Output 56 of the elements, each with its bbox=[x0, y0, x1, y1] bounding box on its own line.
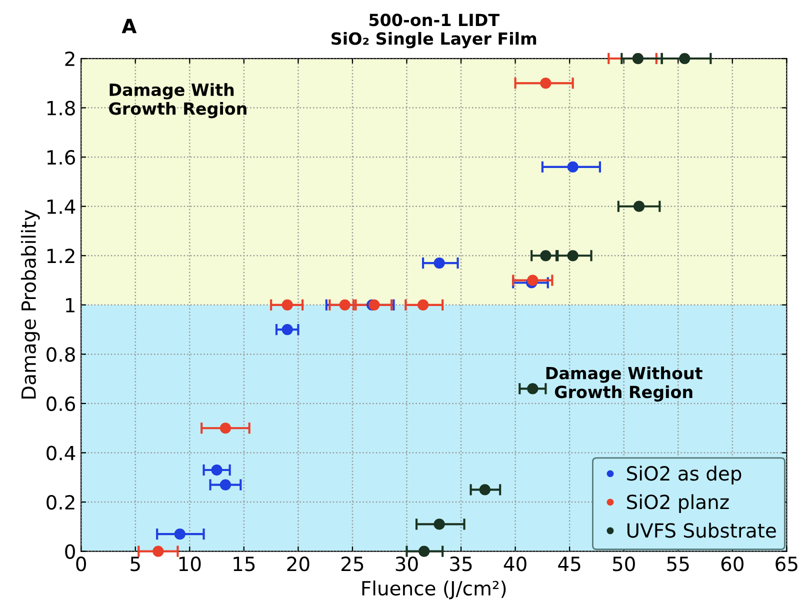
x-tick-label: 0 bbox=[76, 556, 86, 572]
point bbox=[152, 546, 164, 557]
point bbox=[418, 546, 430, 557]
y-tick-label: 0 bbox=[65, 544, 75, 559]
x-tick-label: 15 bbox=[234, 556, 255, 572]
x-tick-label: 40 bbox=[504, 556, 526, 572]
x-tick-label: 35 bbox=[450, 556, 472, 572]
point bbox=[679, 52, 690, 64]
y-tick-label: 0.6 bbox=[46, 396, 76, 412]
point bbox=[220, 479, 232, 490]
point bbox=[417, 299, 429, 310]
point bbox=[211, 464, 222, 476]
point bbox=[540, 78, 552, 89]
band-label: Damage Without Growth Region bbox=[546, 366, 702, 402]
y-tick-label: 1.2 bbox=[47, 248, 74, 264]
y-tick-label: 0.2 bbox=[46, 494, 74, 510]
x-tick-label: 30 bbox=[396, 556, 418, 572]
point bbox=[282, 324, 293, 336]
y-tick-label: 1.6 bbox=[47, 150, 76, 165]
point bbox=[540, 250, 552, 262]
x-tick-label: 20 bbox=[287, 556, 310, 572]
point bbox=[567, 250, 578, 262]
x-tick-label: 10 bbox=[179, 556, 201, 572]
y-tick-label: 0.4 bbox=[46, 446, 76, 460]
point bbox=[434, 518, 445, 530]
point bbox=[368, 299, 380, 310]
y-tick-label: 1 bbox=[66, 298, 74, 312]
x-tick-label: 50 bbox=[612, 556, 635, 572]
x-tick-label: 45 bbox=[558, 556, 580, 572]
chart-title: 500-on-1 LIDT SiO₂ Single Layer Film bbox=[332, 14, 536, 48]
point bbox=[633, 200, 645, 212]
point bbox=[479, 484, 490, 496]
legend-label: UVFS Substrate bbox=[627, 522, 776, 538]
legend-label: SiO2 planz bbox=[627, 494, 729, 514]
x-tick-label: 65 bbox=[776, 556, 798, 572]
y-tick-label: 1.8 bbox=[47, 100, 75, 116]
x-tick-label: 25 bbox=[342, 556, 364, 572]
point bbox=[434, 257, 445, 269]
y-tick-label: 2 bbox=[65, 51, 74, 66]
point bbox=[527, 274, 538, 286]
point bbox=[339, 299, 350, 310]
point bbox=[174, 528, 186, 540]
x-axis-title: Fluence (J/cm²) bbox=[362, 580, 506, 600]
x-tick-label: 5 bbox=[130, 556, 140, 572]
x-tick-label: 60 bbox=[721, 556, 744, 572]
x-tick-label: 55 bbox=[667, 556, 689, 572]
point bbox=[220, 422, 232, 434]
y-tick-label: 1.4 bbox=[47, 200, 76, 214]
point bbox=[527, 383, 538, 394]
point bbox=[282, 299, 293, 310]
legend-label: SiO2 as dep bbox=[627, 466, 742, 485]
y-axis-title: Damage Probability bbox=[20, 210, 40, 399]
y-tick-label: 0.8 bbox=[46, 347, 75, 362]
band-label: Damage With Growth Region bbox=[109, 83, 246, 118]
text: A bbox=[122, 18, 137, 34]
point bbox=[567, 161, 578, 172]
